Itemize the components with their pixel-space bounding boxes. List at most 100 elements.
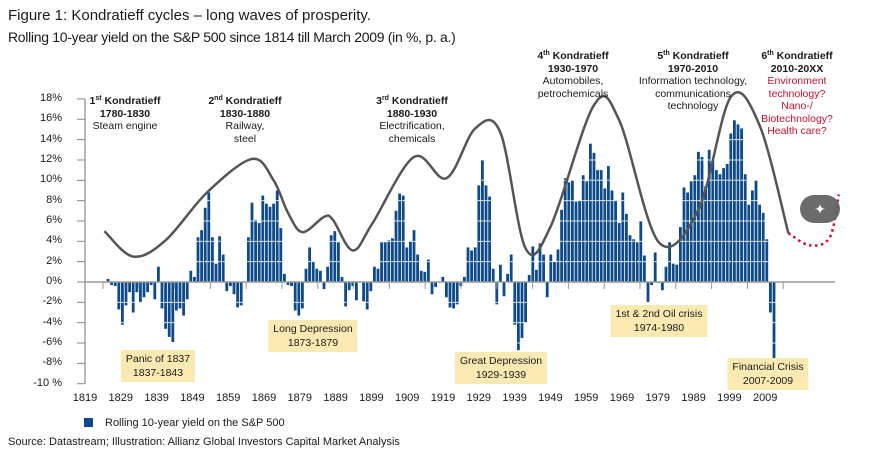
bar (743, 174, 747, 282)
bar (632, 239, 635, 282)
x-tick-label: 1889 (323, 392, 348, 404)
bar (466, 247, 470, 282)
bar (131, 282, 135, 313)
x-tick-label: 1839 (144, 392, 169, 404)
bar (315, 268, 319, 282)
bar (214, 263, 218, 282)
y-tick-label: -4% (42, 315, 62, 328)
bar (625, 213, 628, 282)
bar (617, 223, 621, 282)
y-tick-label: 14% (39, 132, 62, 145)
bar (149, 282, 153, 286)
cycle-name: Kondratieff (222, 95, 282, 107)
bar (765, 239, 769, 282)
bar (686, 192, 689, 282)
bar (387, 240, 391, 282)
bar (470, 250, 473, 282)
x-tick-label: 1849 (180, 392, 205, 404)
x-tick-label: 1879 (287, 392, 313, 404)
cycle-ordinal: th (663, 50, 670, 57)
cycle-number: 4 (537, 50, 544, 62)
bar (193, 276, 196, 282)
cycle-description: Health care? (767, 125, 827, 137)
magic-wand-icon: ✦ (814, 200, 826, 217)
bar (520, 282, 524, 338)
bar (401, 195, 405, 282)
bar (736, 124, 740, 283)
bar (365, 282, 369, 310)
bar (441, 276, 445, 282)
bar (628, 235, 632, 282)
bar (412, 230, 416, 282)
bar (621, 192, 625, 282)
x-tick-label: 1859 (215, 392, 241, 404)
cycle-description: Biotechnology? (761, 112, 833, 125)
bar (477, 185, 481, 282)
bar (574, 201, 578, 282)
chart-subtitle: Rolling 10-year yield on the S&P 500 sin… (8, 29, 456, 45)
bar (419, 270, 423, 282)
crisis-name: Financial Crisis (732, 361, 804, 373)
bar (513, 282, 517, 325)
bar (603, 188, 607, 282)
bar (693, 175, 697, 282)
y-tick-label: -2% (42, 295, 62, 308)
bar (211, 237, 214, 282)
bar (729, 133, 733, 282)
cycle-number: 1 (89, 95, 96, 107)
bar (581, 175, 585, 282)
y-tick-label: -6% (42, 336, 62, 349)
cycle-description: petrochemicals (537, 87, 609, 100)
bar (146, 282, 149, 293)
bar (567, 182, 571, 282)
bar (772, 282, 776, 359)
bar (286, 282, 290, 286)
cycle-description: technology? (768, 87, 826, 100)
bar (203, 207, 207, 282)
bar (319, 270, 322, 282)
cycle-ordinal: st (95, 95, 102, 102)
bar (607, 166, 610, 282)
bar (707, 149, 711, 282)
bar (715, 170, 718, 282)
bar (664, 266, 668, 282)
bar (117, 282, 121, 310)
bar (430, 282, 434, 295)
bar (722, 168, 725, 282)
crisis-name: Long Depression (273, 323, 353, 335)
bar (445, 282, 448, 298)
bar (232, 282, 236, 295)
bar (653, 252, 657, 282)
bar (200, 230, 203, 282)
bar (265, 203, 268, 282)
bar (139, 282, 142, 303)
bar (221, 254, 225, 282)
chart-title: Figure 1: Kondratieff cycles – long wave… (8, 7, 371, 24)
x-tick-label: 1989 (681, 392, 706, 404)
cycle-name: Kondratieff (101, 95, 161, 107)
bar (355, 282, 358, 301)
bar (290, 282, 293, 287)
bar (337, 242, 340, 282)
bar (250, 202, 254, 282)
bar (527, 274, 531, 282)
bar (725, 164, 729, 282)
cycle-description: Nano-/ (781, 100, 813, 112)
bar (160, 282, 164, 309)
cycle-period: 1780-1830 (99, 107, 151, 120)
bar (671, 263, 675, 282)
cycle-name: Kondratieff (388, 95, 448, 107)
bar (455, 282, 459, 305)
bar (675, 264, 679, 282)
magic-wand-button[interactable]: ✦ (800, 195, 840, 223)
bar (308, 247, 311, 282)
bar (697, 151, 700, 282)
bar (340, 276, 344, 282)
cycle-number: 6 (761, 50, 768, 62)
bar (751, 190, 754, 282)
bar (448, 282, 452, 308)
cycle-description: Automobiles, (542, 75, 604, 87)
bar (668, 242, 671, 282)
cycle-period: 1880-1930 (386, 107, 438, 120)
